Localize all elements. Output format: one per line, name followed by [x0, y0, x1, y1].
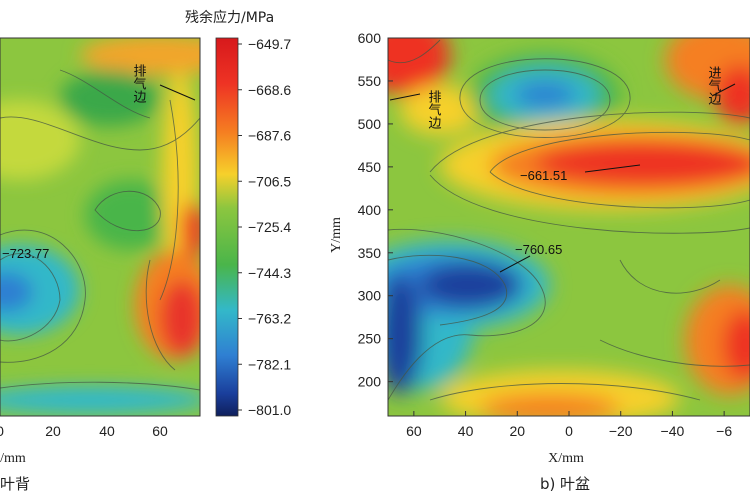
right-x-tick-label: −20 — [609, 423, 633, 439]
left-annotation-label: −723.77 — [2, 246, 49, 261]
colorbar-tick-label: −763.2 — [248, 311, 291, 327]
left-heatmap-field — [0, 38, 200, 416]
right-x-tick-label: −40 — [661, 423, 685, 439]
colorbar-tick-label: −725.4 — [248, 219, 291, 235]
left-x-axis-label-text: X/mm — [0, 451, 26, 466]
colorbar-tick-label: −744.3 — [248, 265, 291, 281]
colorbar-tick-label: −687.6 — [248, 128, 291, 144]
colorbar-tick-label: −706.5 — [248, 173, 291, 189]
colorbar-title: 残余应力/MPa — [185, 9, 274, 26]
right-x-tick-label: 20 — [509, 423, 525, 439]
right-x-tick-label: 40 — [458, 423, 474, 439]
right-exhaust-edge-label: 排气边 — [426, 90, 442, 130]
right-y-tick-label: 600 — [358, 30, 382, 46]
colorbar-tick-label: −649.7 — [248, 36, 291, 52]
right-y-tick-label: 350 — [358, 245, 382, 261]
right-x-tick-label: 0 — [565, 423, 573, 439]
right-heatmap-field — [388, 38, 750, 416]
right-x-ticks: 60 40 20 0 −20 −40 −6 — [406, 411, 732, 439]
left-x-tick: 40 — [99, 423, 115, 439]
right-x-tick-label: 60 — [406, 423, 422, 439]
left-x-axis-label: X/mm — [0, 451, 26, 466]
colorbar-gradient — [215, 37, 239, 417]
right-panel-caption: 叶盆 — [560, 475, 590, 493]
right-x-tick-label: −6 — [716, 423, 732, 439]
colorbar-tick-label: −668.6 — [248, 82, 291, 98]
right-y-tick-label: 250 — [358, 331, 382, 347]
left-exhaust-edge-label: 排气边 — [131, 64, 147, 104]
right-y-tick-label: 450 — [358, 159, 382, 175]
right-intake-edge-label: 进气边 — [706, 66, 722, 106]
left-panel-caption: 叶背 — [0, 475, 30, 493]
right-y-tick-label: 200 — [358, 374, 382, 390]
right-y-tick-label: 550 — [358, 73, 382, 89]
right-annotation-max-label: −661.51 — [520, 168, 567, 183]
left-x-ticks: 0 20 40 60 — [0, 423, 168, 439]
right-x-axis-label: X/mm — [548, 451, 584, 466]
left-x-tick: 20 — [45, 423, 61, 439]
right-annotation-min-label: −760.65 — [515, 242, 562, 257]
colorbar-tick-label: −782.1 — [248, 356, 291, 372]
right-y-tick-label: 300 — [358, 288, 382, 304]
right-heatmap-panel: −661.51 −760.65 排气边 进气边 6005505004504003… — [329, 30, 750, 493]
colorbar-ticks: −649.7 −668.6 −687.6 −706.5 −725.4 −744.3 −763… — [238, 36, 291, 418]
colorbar-tick-label: −801.0 — [248, 402, 291, 418]
left-x-tick: 0 — [0, 423, 4, 439]
right-y-axis-label: Y/mm — [329, 217, 344, 253]
left-x-tick: 60 — [152, 423, 168, 439]
colorbar: 残余应力/MPa −649.7−668.6−687.6−706.5−725.4−… — [185, 9, 291, 418]
right-panel-caption-prefix: b) — [540, 475, 555, 493]
right-y-ticks: 600 550 500 450 400 350 300 250 200 — [358, 30, 393, 390]
right-y-tick-label: 500 — [358, 116, 382, 132]
right-y-tick-label: 400 — [358, 202, 382, 218]
left-heatmap-panel: −723.77 排气边 0 20 40 60 X/mm 叶背 — [0, 37, 201, 493]
